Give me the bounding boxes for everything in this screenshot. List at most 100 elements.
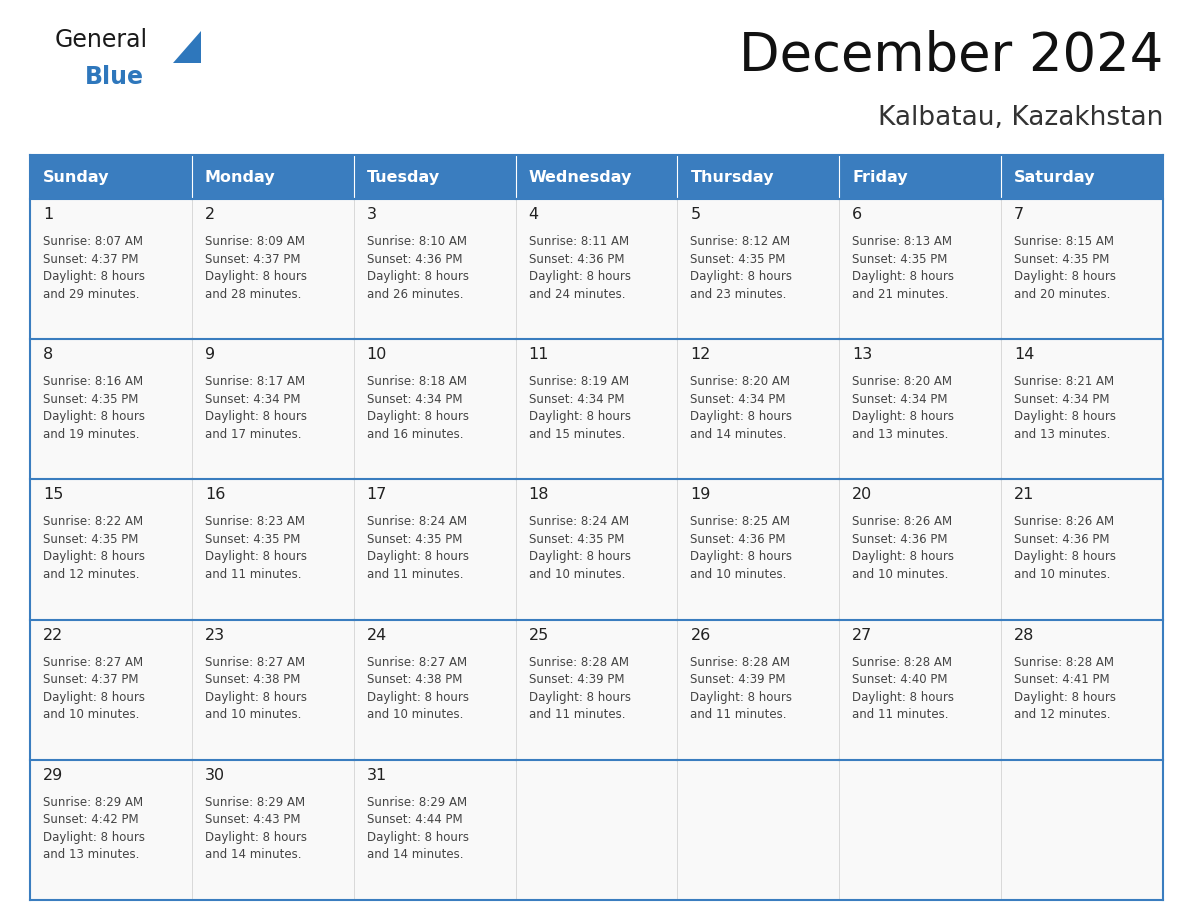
Text: Sunrise: 8:21 AM: Sunrise: 8:21 AM [1015,375,1114,388]
Text: and 10 minutes.: and 10 minutes. [529,568,625,581]
Bar [677,620,839,760]
Text: Daylight: 8 hours: Daylight: 8 hours [690,270,792,283]
Text: and 13 minutes.: and 13 minutes. [43,848,139,861]
Text: Daylight: 8 hours: Daylight: 8 hours [43,410,145,423]
Text: Sunset: 4:34 PM: Sunset: 4:34 PM [852,393,948,406]
Text: Sunset: 4:35 PM: Sunset: 4:35 PM [204,533,301,546]
Bar [354,479,516,620]
Bar [1001,199,1163,339]
Bar [516,199,677,339]
Text: Daylight: 8 hours: Daylight: 8 hours [43,551,145,564]
Text: Monday: Monday [204,170,276,185]
Text: 19: 19 [690,487,710,502]
Text: 18: 18 [529,487,549,502]
Text: and 12 minutes.: and 12 minutes. [1015,708,1111,722]
Text: 17: 17 [367,487,387,502]
Bar [30,479,191,620]
Text: Sunrise: 8:20 AM: Sunrise: 8:20 AM [852,375,953,388]
Text: Sunrise: 8:27 AM: Sunrise: 8:27 AM [367,655,467,668]
Text: Daylight: 8 hours: Daylight: 8 hours [367,410,469,423]
Text: General: General [55,28,148,52]
Bar [354,620,516,760]
Text: Sunset: 4:37 PM: Sunset: 4:37 PM [43,252,139,265]
Text: 26: 26 [690,628,710,643]
Text: 22: 22 [43,628,63,643]
Text: Kalbatau, Kazakhstan: Kalbatau, Kazakhstan [878,105,1163,131]
Text: Daylight: 8 hours: Daylight: 8 hours [204,410,307,423]
Bar [677,479,839,620]
Text: Sunset: 4:34 PM: Sunset: 4:34 PM [690,393,786,406]
Text: Daylight: 8 hours: Daylight: 8 hours [529,690,631,703]
Text: 8: 8 [43,347,53,363]
Text: 14: 14 [1015,347,1035,363]
Bar [191,760,354,900]
Text: Sunset: 4:35 PM: Sunset: 4:35 PM [1015,252,1110,265]
Text: Daylight: 8 hours: Daylight: 8 hours [1015,410,1117,423]
Bar [839,479,1001,620]
Text: and 10 minutes.: and 10 minutes. [204,708,302,722]
Bar [516,479,677,620]
Text: 12: 12 [690,347,710,363]
Text: Sunset: 4:44 PM: Sunset: 4:44 PM [367,813,462,826]
Text: Sunset: 4:36 PM: Sunset: 4:36 PM [1015,533,1110,546]
Text: Sunrise: 8:16 AM: Sunrise: 8:16 AM [43,375,143,388]
Text: Daylight: 8 hours: Daylight: 8 hours [690,690,792,703]
Bar [191,479,354,620]
Text: Daylight: 8 hours: Daylight: 8 hours [852,551,954,564]
Bar [191,620,354,760]
Text: Sunrise: 8:19 AM: Sunrise: 8:19 AM [529,375,628,388]
Bar [30,760,191,900]
Bar [191,199,354,339]
Text: and 11 minutes.: and 11 minutes. [204,568,302,581]
Text: and 12 minutes.: and 12 minutes. [43,568,139,581]
Text: Daylight: 8 hours: Daylight: 8 hours [1015,270,1117,283]
Text: Sunday: Sunday [43,170,109,185]
Text: and 14 minutes.: and 14 minutes. [690,428,786,441]
Bar [839,155,1001,199]
Text: Daylight: 8 hours: Daylight: 8 hours [852,270,954,283]
Text: Sunrise: 8:23 AM: Sunrise: 8:23 AM [204,515,305,529]
Bar [839,620,1001,760]
Text: Tuesday: Tuesday [367,170,440,185]
Bar [354,760,516,900]
Text: 15: 15 [43,487,63,502]
Text: December 2024: December 2024 [739,30,1163,82]
Text: and 14 minutes.: and 14 minutes. [204,848,302,861]
Text: Daylight: 8 hours: Daylight: 8 hours [1015,551,1117,564]
Text: Daylight: 8 hours: Daylight: 8 hours [852,410,954,423]
Text: Friday: Friday [852,170,908,185]
Text: Daylight: 8 hours: Daylight: 8 hours [204,831,307,844]
Bar [839,199,1001,339]
Bar [30,199,191,339]
Bar [1001,620,1163,760]
Text: Sunrise: 8:13 AM: Sunrise: 8:13 AM [852,235,953,248]
Text: Sunset: 4:35 PM: Sunset: 4:35 PM [43,533,138,546]
Text: Daylight: 8 hours: Daylight: 8 hours [43,690,145,703]
Text: Sunrise: 8:29 AM: Sunrise: 8:29 AM [367,796,467,809]
Text: Daylight: 8 hours: Daylight: 8 hours [690,551,792,564]
Bar [677,339,839,479]
Text: Sunset: 4:36 PM: Sunset: 4:36 PM [367,252,462,265]
Text: and 29 minutes.: and 29 minutes. [43,287,139,300]
Text: Daylight: 8 hours: Daylight: 8 hours [43,831,145,844]
Text: 10: 10 [367,347,387,363]
Text: Sunset: 4:34 PM: Sunset: 4:34 PM [367,393,462,406]
Text: Sunset: 4:39 PM: Sunset: 4:39 PM [529,673,624,686]
Text: Sunset: 4:35 PM: Sunset: 4:35 PM [367,533,462,546]
Text: Sunset: 4:34 PM: Sunset: 4:34 PM [529,393,624,406]
Text: and 21 minutes.: and 21 minutes. [852,287,949,300]
Text: and 28 minutes.: and 28 minutes. [204,287,302,300]
Text: Sunset: 4:35 PM: Sunset: 4:35 PM [529,533,624,546]
Text: 6: 6 [852,207,862,222]
Text: 24: 24 [367,628,387,643]
Text: and 19 minutes.: and 19 minutes. [43,428,139,441]
Text: Sunrise: 8:26 AM: Sunrise: 8:26 AM [1015,515,1114,529]
Text: Daylight: 8 hours: Daylight: 8 hours [204,690,307,703]
Text: 13: 13 [852,347,872,363]
Bar [1001,339,1163,479]
Text: and 24 minutes.: and 24 minutes. [529,287,625,300]
Text: Sunset: 4:34 PM: Sunset: 4:34 PM [204,393,301,406]
Text: 30: 30 [204,767,225,783]
Text: Sunrise: 8:28 AM: Sunrise: 8:28 AM [852,655,953,668]
Text: Blue: Blue [86,65,144,89]
